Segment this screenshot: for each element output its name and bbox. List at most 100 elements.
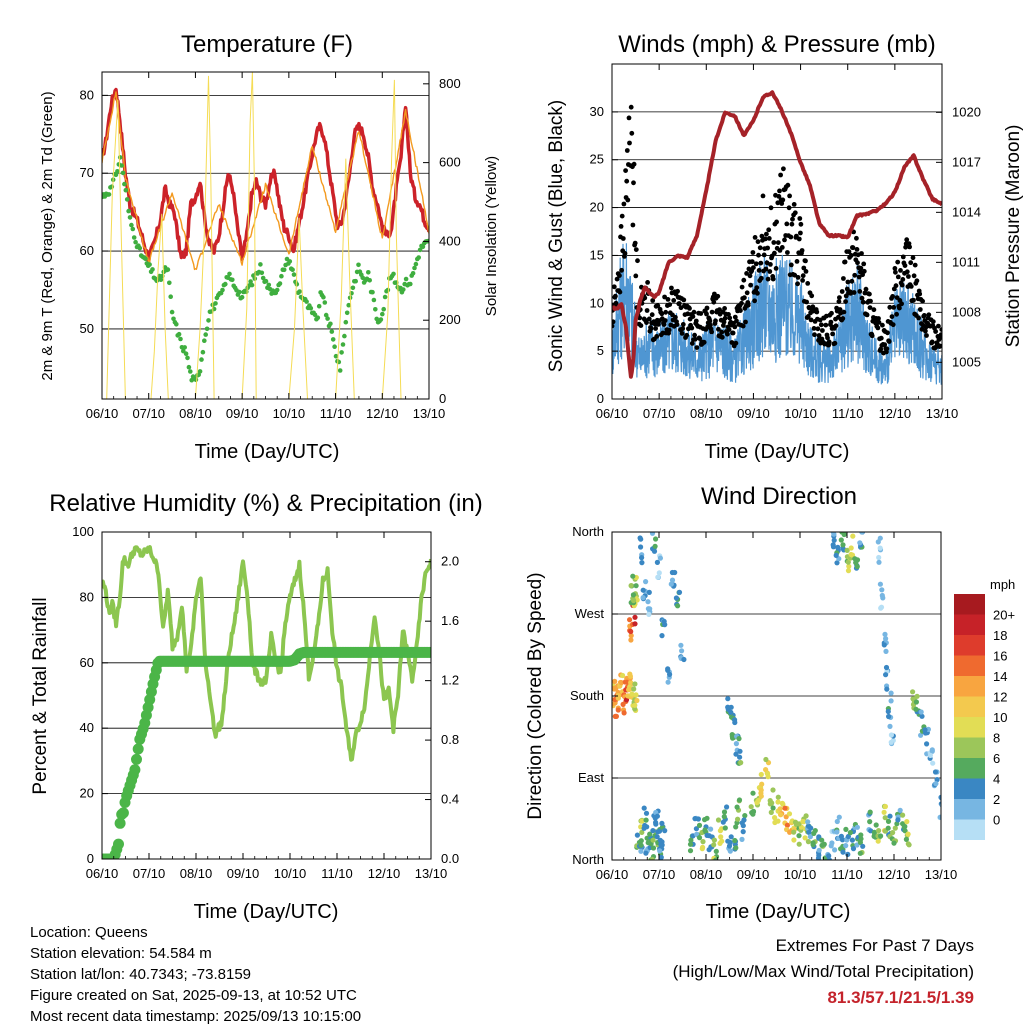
wind-direction-points (612, 532, 941, 860)
wind-direction-point (656, 570, 662, 576)
gust-point (644, 308, 650, 313)
gust-point (775, 240, 781, 246)
wind-direction-point (886, 713, 892, 720)
humidity-x-axis-label: Time (Day/UTC) (194, 901, 339, 923)
wind-direction-point (934, 777, 940, 783)
2m-td-point (143, 256, 148, 262)
wind-direction-point (919, 713, 925, 719)
gust-point (722, 315, 728, 321)
legend-swatch (954, 594, 985, 615)
wind-direction-point (693, 826, 700, 832)
2m-td-point (291, 272, 297, 277)
2m-td-point (199, 357, 204, 362)
gust-point (816, 333, 822, 338)
gust-point (781, 166, 786, 172)
temperature-y-axis-label: 2m & 9m T (Red, Orange) & 2m Td (Green) (39, 91, 56, 380)
9m-t-line (102, 91, 429, 271)
gust-point (805, 314, 811, 319)
gust-point (756, 252, 761, 258)
2m-td-point (248, 279, 253, 284)
wind-direction-point (627, 673, 634, 679)
total-rainfall-point (129, 764, 141, 776)
wind-direction-point (839, 532, 845, 535)
gust-point (899, 301, 904, 307)
gust-point (803, 258, 808, 264)
2m-td-point (332, 344, 337, 350)
wind-direction-point (638, 544, 644, 550)
wind-direction-point (938, 794, 941, 800)
wind-direction-point (845, 559, 851, 565)
legend-label: 14 (993, 669, 1007, 684)
wind-direction-point (888, 698, 894, 704)
wind-direction-point (658, 854, 664, 860)
wind-direction-point (669, 577, 676, 583)
gust-point (785, 182, 791, 188)
gust-point (876, 316, 881, 321)
wind-direction-point (819, 837, 825, 843)
temperature-title: Temperature (F) (181, 31, 353, 58)
gust-point (916, 315, 921, 321)
wind-direction-point (639, 555, 645, 561)
gust-point (624, 148, 630, 153)
wind-direction-point (687, 841, 694, 847)
gust-point (704, 305, 710, 311)
2m-td-point (182, 345, 187, 350)
2m-td-point (259, 270, 265, 276)
gust-point (681, 297, 687, 303)
wind-direction-point (885, 825, 891, 831)
gust-point (691, 309, 697, 315)
2m-td-point (356, 262, 361, 268)
2m-td-point (202, 338, 207, 344)
2m-td-point (127, 215, 133, 220)
2m-td-point (408, 281, 413, 287)
wind-direction-point (739, 836, 745, 843)
y2-tick-label: 0.4 (441, 792, 459, 807)
y2-tick-label: 1014 (952, 204, 981, 219)
x-tick-label: 10/10 (273, 406, 306, 421)
y2-tick-label: 0 (439, 391, 446, 406)
gust-point (788, 234, 794, 240)
gust-point (809, 293, 815, 299)
wind-direction-point (859, 532, 865, 535)
wind-direction-point (613, 713, 620, 720)
gust-point (920, 298, 925, 304)
gust-point (692, 336, 698, 342)
wind-direction-point (831, 532, 837, 537)
wind-direction-point (688, 837, 694, 843)
gust-point (800, 278, 805, 283)
gust-point (644, 320, 649, 325)
wind-direction-point (741, 817, 747, 823)
gust-point (849, 278, 855, 284)
x-tick-label: 08/10 (690, 867, 723, 882)
gust-point (897, 305, 902, 311)
2m-td-point (204, 326, 210, 332)
wind-direction-point (828, 843, 834, 849)
gust-point (707, 318, 713, 324)
wind-direction-y-axis-label: Direction (Colored By Speed) (525, 572, 546, 819)
wind-direction-point (632, 681, 638, 687)
gust-point (679, 331, 685, 336)
wind-direction-point (860, 843, 866, 849)
y-tick-label: 10 (590, 295, 604, 310)
wind-direction-point (628, 680, 634, 686)
x-tick-label: 13/10 (925, 867, 958, 882)
wind-direction-point (742, 813, 748, 819)
gust-point (786, 205, 792, 211)
gust-point (898, 268, 903, 273)
wind-direction-point (840, 542, 846, 548)
wind-direction-point (883, 648, 889, 655)
wind-direction-point (846, 563, 852, 569)
legend-title: mph (990, 577, 1015, 592)
x-tick-label: 07/10 (133, 866, 166, 881)
wind-direction-point (844, 547, 850, 554)
2m-td-point (382, 294, 388, 300)
gust-point (743, 319, 748, 325)
location-text: Location: Queens (30, 924, 148, 941)
gust-point (713, 318, 718, 324)
gust-point (738, 308, 743, 313)
wind-direction-point (892, 825, 898, 831)
gust-point (773, 266, 779, 271)
gust-point (748, 282, 753, 288)
gust-point (632, 240, 638, 246)
